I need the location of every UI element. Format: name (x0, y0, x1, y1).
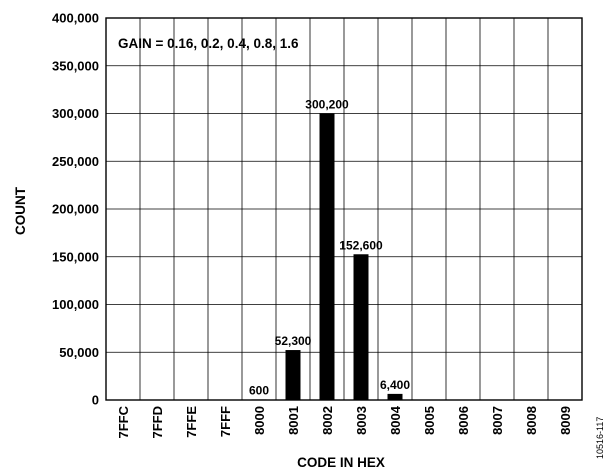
plot-frame (105, 17, 583, 401)
x-tick-label: 7FFF (218, 406, 233, 437)
data-label: 300,200 (305, 97, 349, 111)
data-label: 52,300 (275, 334, 312, 348)
data-label: 6,400 (380, 378, 410, 392)
y-tick-labels: 0 50,000 100,000 150,000 200,000 250,000 300,0… (52, 11, 99, 408)
y-tick-label: 100,000 (52, 297, 99, 312)
x-axis-title: CODE IN HEX (297, 455, 385, 470)
y-tick-label: 300,000 (52, 106, 99, 121)
figure-id: 10516-117 (595, 417, 605, 459)
y-tick-label: 250,000 (52, 154, 99, 169)
x-tick-label: 8007 (490, 406, 505, 435)
x-tick-label: 8002 (320, 406, 335, 435)
x-tick-label: 8006 (456, 406, 471, 435)
bars (251, 113, 403, 401)
x-tick-label: 7FFE (184, 406, 199, 438)
x-tick-label: 7FFC (116, 405, 131, 438)
bar (387, 393, 403, 400)
x-tick-label: 8004 (388, 405, 403, 435)
data-labels: 600 52,300 300,200 152,600 6,400 (249, 97, 410, 397)
x-tick-label: 8005 (422, 406, 437, 435)
data-label: 600 (249, 383, 269, 397)
bar (319, 113, 335, 401)
x-tick-label: 7FFD (150, 406, 165, 439)
x-tick-label: 8001 (286, 406, 301, 435)
bar (353, 254, 369, 400)
bar (285, 350, 301, 400)
y-tick-label: 150,000 (52, 249, 99, 264)
gain-annotation: GAIN = 0.16, 0.2, 0.4, 0.8, 1.6 (118, 36, 299, 51)
y-axis-title: COUNT (13, 186, 28, 235)
x-tick-label: 8009 (558, 406, 573, 435)
x-tick-label: 8008 (524, 406, 539, 435)
y-tick-label: 350,000 (52, 58, 99, 73)
grid-lines (106, 17, 582, 401)
y-tick-label: 50,000 (59, 345, 99, 360)
x-tick-label: 8003 (354, 406, 369, 435)
y-tick-label: 0 (92, 393, 99, 408)
x-tick-label: 8000 (252, 406, 267, 435)
y-tick-label: 400,000 (52, 11, 99, 26)
data-label: 152,600 (339, 238, 383, 252)
x-tick-labels: 7FFC 7FFD 7FFE 7FFF 8000 8001 8002 8003 8004 8005… (116, 405, 573, 438)
y-tick-label: 200,000 (52, 202, 99, 217)
